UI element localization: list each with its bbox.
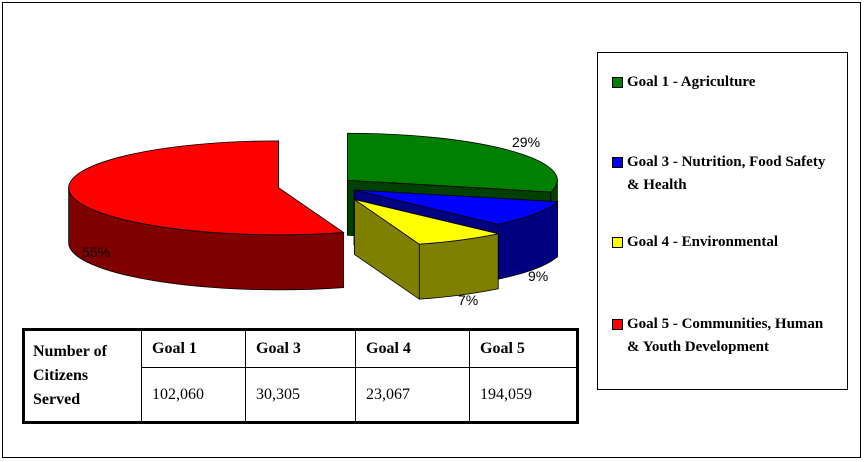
pie-slice-top-goal-4 xyxy=(354,199,499,245)
data-table: Number of Citizens Served Goal 1 Goal 3 … xyxy=(22,328,579,424)
column-header-goal-1: Goal 1 xyxy=(141,329,246,368)
pie-chart xyxy=(68,132,559,300)
legend: Goal 1 - Agriculture Goal 3 - Nutrition,… xyxy=(597,52,848,390)
legend-swatch-yellow xyxy=(612,237,623,248)
legend-item-goal-4: Goal 4 - Environmental xyxy=(612,231,842,254)
pie-slice-top-goal-5 xyxy=(68,140,345,236)
cell-goal-5: 194,059 xyxy=(469,367,578,423)
legend-label: Goal 1 - Agriculture xyxy=(627,74,756,90)
data-label-goal-1: 29% xyxy=(512,134,541,150)
legend-item-goal-5: Goal 5 - Communities, Human & Youth Deve… xyxy=(612,313,827,359)
column-header-goal-4: Goal 4 xyxy=(355,329,470,368)
legend-swatch-red xyxy=(612,319,623,330)
pie-slice-top-goal-1 xyxy=(346,132,558,193)
legend-item-goal-3: Goal 3 - Nutrition, Food Safety & Health xyxy=(612,151,834,197)
cell-goal-4: 23,067 xyxy=(355,367,470,423)
data-label-goal-5: 55% xyxy=(82,244,111,260)
pie-slice-top-goal-3 xyxy=(354,189,559,225)
legend-item-goal-1: Goal 1 - Agriculture xyxy=(612,71,842,94)
pie-slice-goal-4 xyxy=(354,198,499,300)
legend-label: Goal 3 - Nutrition, Food Safety & Health xyxy=(627,154,826,193)
legend-swatch-blue xyxy=(612,157,623,168)
legend-label: Goal 4 - Environmental xyxy=(627,234,778,250)
legend-label: Goal 5 - Communities, Human & Youth Deve… xyxy=(627,316,824,355)
cell-goal-3: 30,305 xyxy=(245,367,356,423)
column-header-goal-3: Goal 3 xyxy=(245,329,356,368)
cell-goal-1: 102,060 xyxy=(141,367,246,423)
row-label: Number of Citizens Served xyxy=(23,329,142,423)
data-label-goal-3: 9% xyxy=(528,268,549,284)
data-label-goal-4: 7% xyxy=(458,292,479,308)
legend-swatch-green xyxy=(612,77,623,88)
pie-slice-goal-5 xyxy=(68,140,345,291)
column-header-goal-5: Goal 5 xyxy=(469,329,578,368)
